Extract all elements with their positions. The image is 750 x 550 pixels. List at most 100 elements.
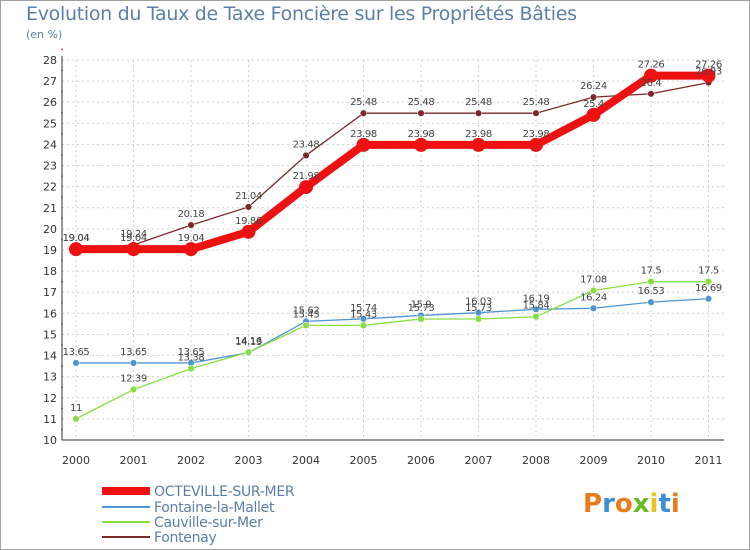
data-labels: 19.04 19.04 19.04 19.86 21.98 23.98 23.98 23.98… — [63, 60, 723, 414]
legend-item-fontenay: Fontenay — [102, 530, 217, 546]
data-label: 25.48 — [350, 97, 377, 108]
y-tick-label: 24 — [43, 138, 57, 151]
data-label: 27.26 — [638, 60, 665, 71]
legend-label: Fontaine-la-Mallet — [154, 500, 275, 516]
data-label: 11 — [70, 403, 82, 414]
data-label: 25.48 — [408, 97, 435, 108]
data-label: 20.18 — [178, 209, 205, 220]
data-label: 23.98 — [350, 129, 377, 140]
data-label: 15.43 — [293, 309, 320, 320]
data-point — [529, 137, 543, 152]
brand-letter: P — [583, 489, 603, 519]
x-tick-label: 2000 — [62, 454, 90, 467]
data-label: 15.74 — [350, 303, 377, 314]
y-tick-label: 26 — [43, 96, 57, 109]
legend-label: Cauville-sur-Mer — [154, 515, 263, 531]
data-label: 17.5 — [641, 266, 662, 277]
data-label: 16.03 — [465, 297, 492, 308]
x-tick-label: 2001 — [120, 454, 148, 467]
data-label: 17.5 — [698, 266, 719, 277]
data-point — [417, 109, 425, 117]
data-point — [417, 315, 425, 323]
data-point — [532, 313, 540, 321]
y-tick-label: 13 — [43, 371, 57, 384]
data-label: 26.93 — [695, 67, 722, 78]
data-point — [644, 68, 658, 83]
y-tick-label: 18 — [43, 265, 57, 278]
data-label: 14.13 — [235, 337, 262, 348]
axes: 10 11 12 13 14 15 16 17 18 19 20 21 22 23 24 25 26 27 28 20… — [43, 48, 724, 467]
page-title: Evolution du Taux de Taxe Foncière sur l… — [26, 3, 577, 25]
x-tick-label: 2002 — [177, 454, 205, 467]
data-point — [704, 295, 713, 303]
series-line — [72, 71, 713, 254]
data-label: 26.4 — [641, 78, 662, 89]
x-tick-label: 2004 — [292, 454, 320, 467]
series-line — [76, 298, 709, 364]
data-point — [586, 107, 601, 122]
series-line — [75, 281, 709, 420]
brand-letter: o — [614, 489, 633, 519]
y-tick-label: 14 — [43, 350, 57, 363]
data-point — [359, 109, 368, 117]
data-point — [184, 242, 198, 257]
data-label: 15.73 — [408, 303, 435, 314]
y-tick-label: 16 — [43, 307, 57, 320]
data-label: 27.26 — [695, 60, 722, 71]
data-label: 19.24 — [120, 229, 147, 240]
y-tick-label: 21 — [43, 202, 57, 215]
data-point — [72, 359, 80, 367]
data-label: 12.39 — [120, 374, 147, 385]
y-minor-tick — [61, 48, 63, 51]
data-label: 25.4 — [583, 99, 604, 110]
y-axis-unit: (en %) — [26, 28, 63, 41]
data-label: 25.48 — [465, 97, 492, 108]
y-tick-label: 15 — [43, 328, 57, 341]
y-tick-label: 25 — [43, 117, 57, 130]
brand-letter: r — [602, 489, 615, 519]
data-point — [589, 93, 598, 101]
x-tick-label: 2005 — [350, 454, 378, 467]
series-fontenay — [72, 79, 713, 253]
data-label: 13.38 — [178, 353, 205, 364]
data-point — [701, 68, 716, 83]
data-point — [126, 242, 141, 257]
brand-letter: t — [658, 489, 671, 519]
data-label: 21.98 — [293, 171, 320, 182]
legend-item-fontaine-la-mallet: Fontaine-la-Mallet — [102, 500, 275, 516]
data-point — [244, 348, 253, 356]
data-point — [647, 278, 655, 286]
x-tick-label: 2011 — [695, 454, 723, 467]
data-point — [532, 109, 540, 117]
data-point — [241, 224, 256, 239]
data-label: 23.48 — [293, 139, 320, 150]
data-point — [244, 203, 253, 211]
data-point — [532, 305, 540, 313]
y-tick-label: 20 — [43, 223, 57, 236]
data-point — [72, 415, 80, 423]
brand-letter: i — [649, 489, 659, 519]
data-point — [414, 137, 428, 152]
data-label: 19.86 — [235, 216, 262, 227]
data-label: 16.69 — [695, 283, 722, 294]
data-point — [299, 180, 313, 195]
brand-logo: Proxiti — [583, 489, 680, 519]
data-label: 23.98 — [465, 129, 492, 140]
data-label: 19.04 — [63, 233, 90, 244]
data-label: 23.98 — [523, 129, 550, 140]
y-tick-label: 27 — [43, 75, 57, 88]
data-point — [356, 137, 371, 152]
y-tick-label: 28 — [43, 54, 57, 67]
data-label: 19.04 — [120, 233, 147, 244]
brand-letter: i — [670, 489, 680, 519]
x-tick-label: 2009 — [580, 454, 608, 467]
data-label: 15.43 — [350, 309, 377, 320]
data-label: 21.04 — [235, 191, 262, 202]
x-tick-label: 2007 — [465, 454, 493, 467]
data-label: 14.16 — [235, 336, 262, 347]
data-label: 23.98 — [408, 129, 435, 140]
data-point — [647, 298, 655, 306]
series-octeville-sur-mer — [69, 68, 716, 257]
x-tick-label: 2008 — [522, 454, 550, 467]
